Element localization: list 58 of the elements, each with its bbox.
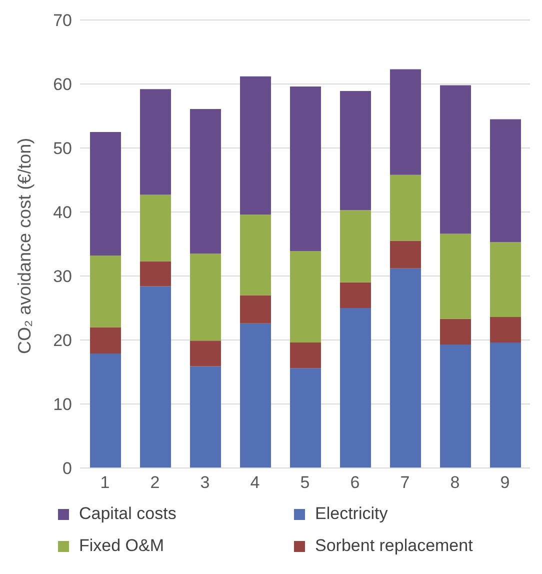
- bar: [190, 340, 221, 366]
- y-tick-label: 60: [53, 75, 72, 94]
- bar: [440, 318, 471, 344]
- x-tick-label: 3: [200, 473, 210, 492]
- legend-label: Fixed O&M: [79, 536, 164, 556]
- x-tick-label: 4: [250, 473, 260, 492]
- x-tick-label: 6: [350, 473, 360, 492]
- y-axis-title: CO₂ avoidance cost (€/ton): [14, 138, 34, 354]
- bar: [140, 89, 171, 195]
- bar: [340, 308, 371, 468]
- x-tick-label: 8: [450, 473, 460, 492]
- bar: [290, 368, 321, 468]
- bar: [240, 76, 271, 215]
- bar: [340, 282, 371, 308]
- bar: [340, 91, 371, 210]
- bar: [440, 85, 471, 234]
- legend-label: Electricity: [315, 504, 388, 524]
- bar: [490, 316, 521, 343]
- bar: [90, 256, 121, 328]
- bar: [390, 240, 421, 268]
- x-tick-label: 1: [100, 473, 110, 492]
- bar: [90, 132, 121, 256]
- bar: [440, 234, 471, 319]
- bar: [240, 295, 271, 324]
- bar: [490, 242, 521, 317]
- y-tick-label: 20: [53, 331, 72, 350]
- bar: [140, 286, 171, 468]
- x-tick-label: 5: [300, 473, 310, 492]
- bar: [440, 344, 471, 468]
- bar: [390, 174, 421, 241]
- y-tick-label: 30: [53, 267, 72, 286]
- bar: [290, 251, 321, 343]
- bar: [490, 119, 521, 242]
- legend-label: Sorbent replacement: [315, 536, 473, 556]
- bar: [490, 342, 521, 468]
- x-tick-label: 2: [150, 473, 160, 492]
- x-tick-label: 9: [500, 473, 510, 492]
- bar: [190, 108, 221, 254]
- bar: [190, 254, 221, 341]
- bar: [290, 342, 321, 368]
- bar: [390, 69, 421, 175]
- y-tick-label: 50: [53, 139, 72, 158]
- bar: [340, 210, 371, 282]
- legend-label: Capital costs: [79, 504, 176, 524]
- bar: [290, 86, 321, 252]
- bar: [90, 327, 121, 354]
- bar: [240, 214, 271, 296]
- y-tick-label: 40: [53, 203, 72, 222]
- bar: [390, 268, 421, 468]
- y-tick-label: 70: [53, 11, 72, 30]
- bar: [140, 261, 171, 286]
- y-tick-label: 0: [62, 459, 72, 478]
- bar: [190, 366, 221, 468]
- bar: [90, 353, 121, 468]
- bar: [240, 323, 271, 468]
- x-tick-label: 7: [400, 473, 410, 492]
- bar: [140, 194, 171, 262]
- y-tick-label: 10: [53, 395, 72, 414]
